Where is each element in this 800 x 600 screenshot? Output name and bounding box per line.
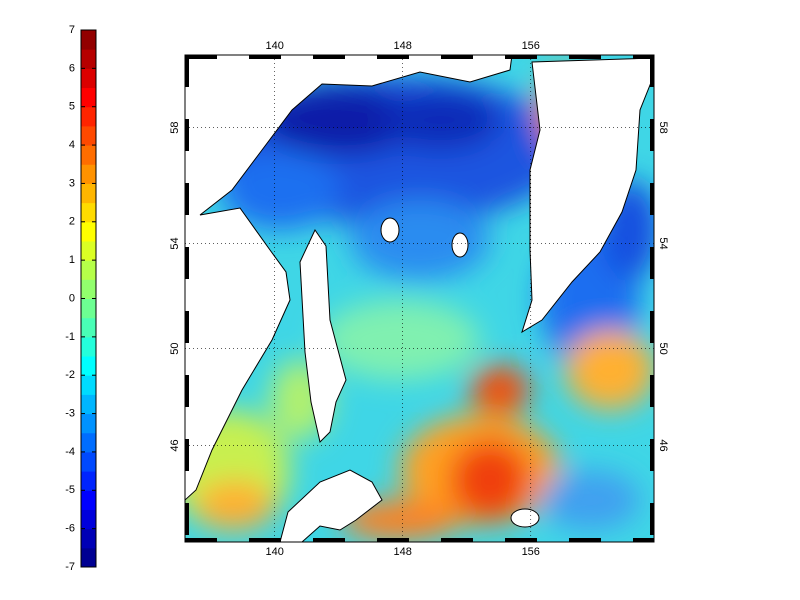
colorbar-band	[81, 87, 96, 108]
colorbar-tick-label: -1	[65, 331, 75, 343]
hokkaido	[279, 469, 383, 542]
x-tick-label: 148	[394, 40, 412, 52]
colorbar-band	[81, 240, 96, 261]
colorbar-tick-label: 0	[69, 292, 75, 304]
colorbar-tick-label: 6	[69, 62, 75, 74]
colorbar-band	[81, 164, 96, 184]
field	[185, 55, 654, 542]
colorbar-tick-label: 7	[69, 24, 75, 36]
colorbar-tick-label: -6	[65, 523, 75, 535]
colorbar-band	[81, 451, 96, 472]
colorbar-band	[81, 145, 96, 165]
colorbar-band	[81, 317, 96, 338]
gap	[451, 232, 469, 258]
x-tick-label: 140	[265, 40, 283, 52]
colorbar-tick-label: -7	[65, 561, 75, 573]
y-tick-label: 54	[169, 237, 181, 249]
colorbar-band	[81, 471, 96, 491]
colorbar-band	[81, 490, 96, 510]
y-tick-label: 50	[169, 343, 181, 355]
colorbar-band	[81, 375, 96, 395]
colorbar-tick-label: 5	[69, 101, 75, 113]
colorbar-band	[81, 221, 96, 242]
colorbar-band	[81, 30, 96, 50]
colorbar-band	[81, 279, 96, 299]
colorbar-tick-label: -4	[65, 446, 75, 458]
x-tick-label: 140	[265, 546, 283, 558]
colorbar-tick-label: -3	[65, 407, 75, 419]
colorbar-band	[81, 106, 96, 127]
gap	[380, 217, 400, 243]
y-tick-label: 58	[657, 121, 669, 133]
gap	[510, 508, 540, 528]
colorbar-tick-label: 4	[69, 139, 75, 151]
colorbar-band	[81, 509, 96, 530]
colorbar-band	[81, 49, 96, 69]
y-tick-label: 46	[169, 439, 181, 451]
y-tick-label: 54	[657, 237, 669, 249]
colorbar-band	[81, 183, 96, 204]
mainland	[185, 55, 513, 501]
colorbar-band	[81, 336, 96, 357]
colorbar-band	[81, 298, 96, 319]
colorbar-band	[81, 547, 96, 568]
colorbar-tick-label: -2	[65, 369, 75, 381]
y-tick-label: 50	[657, 343, 669, 355]
y-tick-label: 46	[657, 439, 669, 451]
colorbar: -7 -6 -5 -4 -3 -2 -1 0 1 2 3 4 5 6 7	[65, 24, 97, 573]
colorbar-tick-label: 2	[69, 216, 75, 228]
colorbar-tick-label: 3	[69, 177, 75, 189]
colorbar-band	[81, 356, 96, 376]
colorbar-band	[81, 413, 96, 434]
frame-bars	[185, 55, 654, 542]
colorbar-tick-label: -5	[65, 484, 75, 496]
colorbar-band	[81, 394, 96, 415]
x-tick-label: 156	[522, 40, 540, 52]
colorbar-band	[81, 202, 96, 223]
x-tick-label: 148	[394, 546, 412, 558]
kamchatka	[521, 57, 654, 334]
colorbar-tick-label: 1	[69, 254, 75, 266]
y-tick-label: 58	[169, 121, 181, 133]
colorbar-band	[81, 260, 96, 280]
colorbar-band	[81, 528, 96, 549]
colorbar-band	[81, 68, 96, 89]
colorbar-band	[81, 125, 96, 146]
map-frame	[184, 54, 655, 543]
x-tick-label: 156	[522, 546, 540, 558]
sakhalin	[299, 228, 347, 443]
colorbar-band	[81, 432, 96, 453]
